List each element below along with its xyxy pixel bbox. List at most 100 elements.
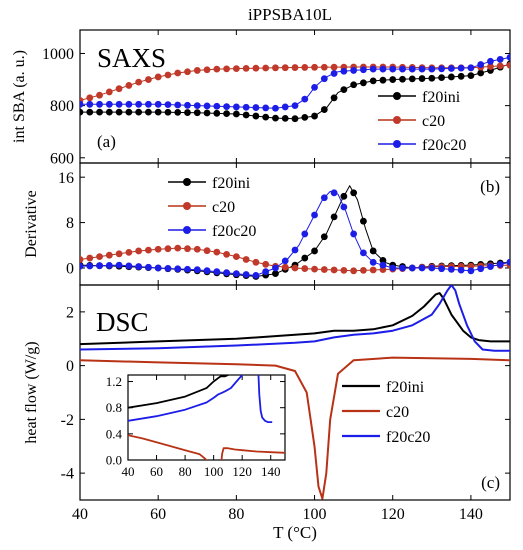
deriv-series-f20c20-point: [467, 267, 475, 275]
deriv-series-f20c20-point: [115, 261, 123, 269]
deriv-series-c20-point: [145, 246, 152, 254]
dsc-legend-label: f20ini: [386, 379, 425, 396]
saxs-series-f20ini-point: [389, 76, 397, 83]
saxs-series-f20c20-point: [418, 65, 426, 73]
saxs-series-f20c20-point: [447, 65, 455, 72]
saxs-series-c20-point: [262, 64, 270, 72]
deriv-series-f20c20-point: [340, 203, 348, 211]
deriv-series-c20-point: [184, 245, 191, 253]
deriv-ylabel: Derivative: [23, 190, 40, 258]
saxs-series-c20-point: [145, 76, 152, 83]
dsc-xtick-label: 40: [72, 506, 88, 523]
deriv-series-c20-point: [262, 260, 270, 268]
saxs-series-f20c20-point: [291, 102, 299, 110]
inset-xtick-label: 100: [204, 464, 224, 479]
saxs-series-f20c20-point: [506, 53, 510, 61]
saxs-legend-marker: [393, 116, 401, 124]
saxs-series-f20ini-point: [320, 106, 328, 113]
saxs-series-c20-point: [184, 68, 191, 76]
saxs-series-f20ini-point: [272, 114, 279, 122]
deriv-series-c20-point: [330, 266, 338, 274]
deriv-series-f20c20-point: [408, 264, 416, 272]
saxs-series-f20ini-point: [164, 108, 172, 116]
saxs-legend-label: c20: [422, 113, 445, 130]
saxs-series-f20ini-point: [360, 79, 367, 87]
deriv-series-c20-point: [281, 263, 289, 271]
saxs-series-c20-point: [506, 61, 510, 69]
saxs-series-f20c20-point: [203, 102, 211, 110]
deriv-series-f20c20-point: [291, 246, 299, 254]
deriv-series-f20c20-point: [418, 264, 426, 272]
saxs-ylabel: int SBA (a. u.): [11, 50, 28, 143]
saxs-series-f20c20-point: [105, 100, 113, 108]
saxs-series-f20ini-point: [418, 75, 426, 82]
saxs-series-f20ini-point: [350, 81, 358, 89]
saxs-legend-marker: [393, 140, 401, 148]
deriv-series-f20c20-point: [399, 264, 406, 272]
deriv-series-c20-point: [320, 266, 328, 273]
deriv-panel-label: (b): [480, 177, 500, 196]
saxs-series-f20c20-point: [320, 75, 328, 83]
inset-series-f20ini-line: [128, 375, 231, 409]
saxs-series-c20-point: [115, 85, 123, 93]
deriv-series-f20c20-point: [184, 265, 191, 273]
saxs-series-f20ini-point: [203, 109, 211, 117]
deriv-series-c20-point: [311, 265, 318, 273]
deriv-series-c20-point: [125, 248, 133, 256]
dsc-legend-label: f20c20: [386, 429, 430, 446]
deriv-series-f20ini-point: [311, 247, 318, 255]
inset-ytick-label: 1.2: [106, 374, 122, 389]
saxs-series-f20ini-point: [369, 77, 377, 85]
saxs-series-f20ini-point: [193, 109, 201, 117]
deriv-series-f20c20-point: [252, 271, 260, 279]
deriv-ytick-label: 0: [66, 261, 74, 278]
dsc-xtick-label: 100: [303, 506, 327, 523]
inset-xtick-label: 80: [179, 464, 192, 479]
deriv-series-f20c20-point: [438, 265, 445, 273]
dsc-frame: [79, 284, 511, 501]
saxs-series-f20c20-point: [242, 103, 250, 111]
deriv-series-f20ini-point: [272, 270, 279, 278]
saxs-series-f20c20-point: [80, 100, 84, 108]
deriv-series-c20-point: [193, 245, 201, 253]
saxs-series-f20ini-point: [262, 113, 270, 121]
inset-series-f20c20-line: [257, 375, 273, 424]
saxs-series-c20-point: [281, 64, 289, 72]
saxs-series-f20ini-point: [379, 76, 387, 84]
saxs-series-f20c20-point: [164, 101, 172, 109]
deriv-series-f20c20-point: [193, 266, 201, 274]
deriv-series-f20c20-point: [262, 268, 270, 276]
saxs-panel-label: (a): [97, 132, 116, 151]
saxs-series-f20c20-point: [369, 65, 377, 73]
deriv-series-f20c20-point: [379, 261, 387, 269]
inset-xtick-label: 40: [122, 464, 135, 479]
deriv-series-f20c20-point: [447, 265, 455, 273]
saxs-ytick-label: 800: [50, 98, 74, 115]
saxs-series-f20c20-point: [86, 100, 94, 108]
deriv-series-f20c20-point: [272, 264, 279, 272]
dsc-xtick-label: 60: [150, 506, 166, 523]
deriv-series-f20c20-point: [350, 230, 358, 238]
saxs-series-c20-point: [203, 66, 211, 74]
deriv-series-f20c20-point: [164, 265, 172, 272]
deriv-series-c20-point: [340, 266, 348, 274]
deriv-series-c20-point: [369, 266, 377, 274]
deriv-ytick-label: 8: [66, 215, 74, 232]
saxs-series-f20c20-point: [223, 103, 230, 111]
saxs-series-f20ini-point: [340, 86, 348, 94]
saxs-series-f20c20-point: [115, 100, 123, 108]
dsc-panel-text: DSC: [96, 307, 149, 337]
saxs-series-f20c20-point: [487, 57, 494, 65]
saxs-series-c20-point: [330, 63, 338, 71]
saxs-series-c20-point: [232, 65, 240, 72]
deriv-series-c20-point: [115, 250, 123, 258]
deriv-legend-marker: [183, 226, 191, 234]
inset-series-c20-line: [220, 447, 285, 460]
saxs-series-f20c20-point: [467, 64, 475, 72]
saxs-series-c20-point: [487, 63, 494, 70]
deriv-series-f20c20-point: [506, 258, 510, 266]
dsc-ylabel: heat flow (W/g): [23, 341, 40, 443]
saxs-series-c20-point: [213, 65, 221, 73]
saxs-series-f20c20-point: [360, 66, 367, 74]
inset-xtick-label: 140: [261, 464, 281, 479]
